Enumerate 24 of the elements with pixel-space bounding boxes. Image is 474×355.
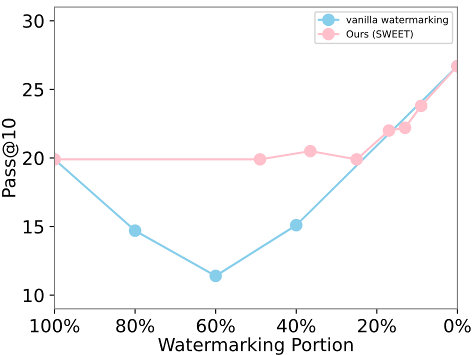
x-tick-label: 80% xyxy=(116,318,154,333)
y-tick-label: 30 xyxy=(23,14,44,28)
y-tick-label: 20 xyxy=(23,151,44,166)
point xyxy=(254,153,266,166)
point xyxy=(382,124,396,137)
y-tick-label: 10 xyxy=(24,288,44,302)
point xyxy=(350,153,363,166)
point xyxy=(209,270,222,282)
point xyxy=(414,100,428,112)
x-tick-label: 60% xyxy=(196,318,235,333)
y-tick-label: 15 xyxy=(24,220,44,234)
point xyxy=(290,218,302,232)
legend-label: vanilla watermarking xyxy=(346,16,448,26)
y-tick-label: 25 xyxy=(23,82,44,97)
y-axis-title: Pass@10 xyxy=(2,118,18,197)
x-tick-label: 20% xyxy=(358,318,396,333)
x-tick-label: 40% xyxy=(277,318,316,333)
legend-label: Ours (SWEET) xyxy=(346,30,413,39)
point xyxy=(304,144,317,158)
x-tick-label: 100% xyxy=(30,318,80,333)
point xyxy=(128,224,142,237)
x-tick-label: 0% xyxy=(444,318,471,333)
point xyxy=(398,122,412,134)
x-axis-title: Watermarking Portion xyxy=(158,337,353,355)
